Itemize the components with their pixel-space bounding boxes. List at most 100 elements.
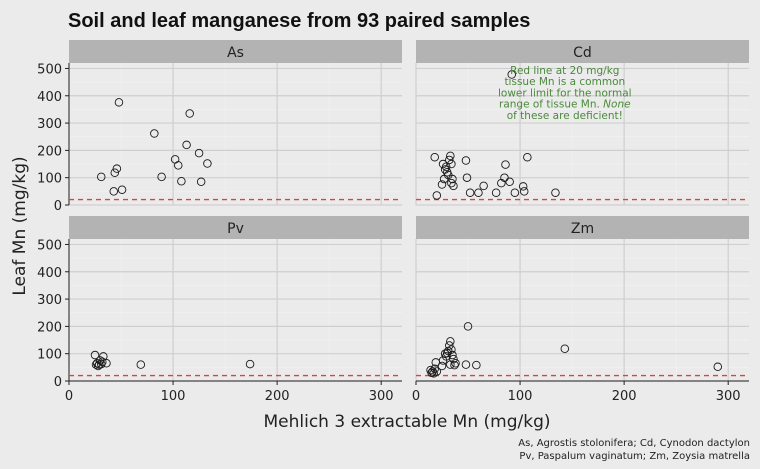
y-tick-label: 0 bbox=[54, 375, 62, 390]
data-point bbox=[203, 159, 212, 168]
annotation-text: None bbox=[603, 99, 630, 111]
y-tick-label: 500 bbox=[37, 62, 62, 77]
plot-area bbox=[69, 239, 402, 381]
data-point bbox=[461, 156, 471, 165]
data-point bbox=[447, 178, 456, 188]
x-tick-label: 300 bbox=[369, 389, 394, 404]
annotation-text: Red line at 20 mg/kg bbox=[510, 65, 619, 77]
data-point bbox=[449, 181, 458, 191]
data-point bbox=[446, 337, 455, 346]
plot-area bbox=[416, 239, 749, 381]
facet-strip bbox=[416, 216, 749, 239]
x-tick-label: 200 bbox=[265, 389, 290, 404]
data-point bbox=[97, 172, 106, 182]
facet-strip bbox=[416, 40, 749, 63]
data-point bbox=[463, 322, 473, 331]
annotation-line: tissue Mn is a common bbox=[504, 76, 625, 88]
data-point bbox=[432, 367, 442, 376]
x-tick-label: 300 bbox=[716, 389, 741, 404]
annotation-text: of these are deficient! bbox=[507, 110, 623, 122]
facet-panel-as: As 0 100 200 300 400 500 bbox=[37, 40, 402, 214]
data-point bbox=[432, 191, 442, 200]
data-point bbox=[185, 109, 194, 118]
data-point bbox=[462, 173, 472, 182]
y-tick-label: 300 bbox=[37, 293, 62, 308]
y-tick-label: 300 bbox=[37, 117, 62, 132]
data-point bbox=[445, 155, 454, 165]
facet-strip-label: Cd bbox=[573, 45, 592, 61]
data-point bbox=[448, 174, 457, 184]
data-point bbox=[98, 357, 107, 367]
facet-strip bbox=[69, 40, 402, 63]
data-point bbox=[441, 352, 451, 361]
facet-strip-label: Pv bbox=[227, 221, 244, 237]
annotation-line: range of tissue Mn. None bbox=[499, 99, 631, 111]
data-point bbox=[447, 159, 456, 169]
data-point bbox=[437, 180, 447, 189]
data-point bbox=[136, 360, 146, 369]
x-tick-label: 0 bbox=[65, 389, 73, 404]
data-point bbox=[112, 164, 122, 173]
data-point bbox=[491, 188, 501, 197]
data-point bbox=[500, 173, 509, 182]
caption-line-1: As, Agrostis stolonifera; Cd, Cynodon da… bbox=[518, 438, 750, 449]
data-point bbox=[182, 140, 191, 150]
facet-strip-label: As bbox=[227, 45, 244, 61]
annotation-text: lower limit for the normal bbox=[498, 87, 632, 99]
data-point bbox=[196, 177, 206, 187]
data-point bbox=[441, 162, 451, 172]
plot-area bbox=[416, 63, 749, 205]
caption-line-2: Pv, Paspalum vaginatum; Zm, Zoysia matre… bbox=[519, 451, 750, 462]
x-axis-label: Mehlich 3 extractable Mn (mg/kg) bbox=[263, 412, 550, 432]
data-point bbox=[430, 152, 439, 162]
data-point bbox=[102, 359, 111, 368]
data-point bbox=[560, 344, 570, 354]
x-tick-label: 0 bbox=[412, 389, 420, 404]
data-point bbox=[450, 360, 459, 370]
data-point bbox=[437, 361, 447, 371]
data-point bbox=[449, 354, 458, 364]
data-point bbox=[448, 350, 457, 360]
y-tick-label: 400 bbox=[37, 266, 62, 281]
data-point bbox=[114, 98, 124, 107]
data-point bbox=[472, 360, 481, 370]
data-point bbox=[523, 152, 532, 162]
chart-title: Soil and leaf manganese from 93 paired s… bbox=[68, 10, 530, 32]
annotation-line: lower limit for the normal bbox=[498, 87, 632, 99]
data-point bbox=[174, 161, 183, 170]
data-point bbox=[445, 341, 454, 350]
data-point bbox=[177, 176, 186, 186]
facet-panel-zm: Zm 0 100 200 300 bbox=[412, 216, 749, 404]
data-point bbox=[428, 367, 437, 376]
data-point bbox=[507, 70, 516, 79]
y-axis-label: Leaf Mn (mg/kg) bbox=[10, 156, 30, 295]
x-tick-label: 100 bbox=[508, 389, 533, 404]
data-point bbox=[505, 177, 514, 187]
y-tick-label: 100 bbox=[37, 348, 62, 363]
data-point bbox=[109, 187, 118, 196]
annotation-text: range of tissue Mn. bbox=[499, 99, 603, 111]
data-point bbox=[430, 364, 439, 373]
data-point bbox=[245, 359, 255, 369]
plot-area bbox=[69, 63, 402, 205]
data-point bbox=[551, 188, 560, 197]
data-point bbox=[465, 188, 475, 197]
data-point bbox=[447, 345, 456, 354]
annotation-line: Red line at 20 mg/kg bbox=[510, 65, 619, 77]
data-point bbox=[117, 185, 127, 194]
data-point bbox=[157, 172, 166, 182]
data-point bbox=[479, 181, 488, 191]
y-tick-label: 100 bbox=[37, 172, 62, 187]
data-point bbox=[446, 151, 455, 161]
y-tick-label: 400 bbox=[37, 90, 62, 105]
data-point bbox=[99, 352, 108, 361]
data-point bbox=[510, 188, 520, 197]
data-point bbox=[110, 168, 120, 178]
data-point bbox=[150, 129, 159, 138]
facet-panel-pv: Pv 0 100 200 300 400 500 0 100 200 300 bbox=[37, 216, 402, 404]
data-point bbox=[518, 182, 528, 191]
x-tick-label: 200 bbox=[612, 389, 637, 404]
data-point bbox=[90, 350, 100, 360]
y-tick-label: 200 bbox=[37, 144, 62, 159]
